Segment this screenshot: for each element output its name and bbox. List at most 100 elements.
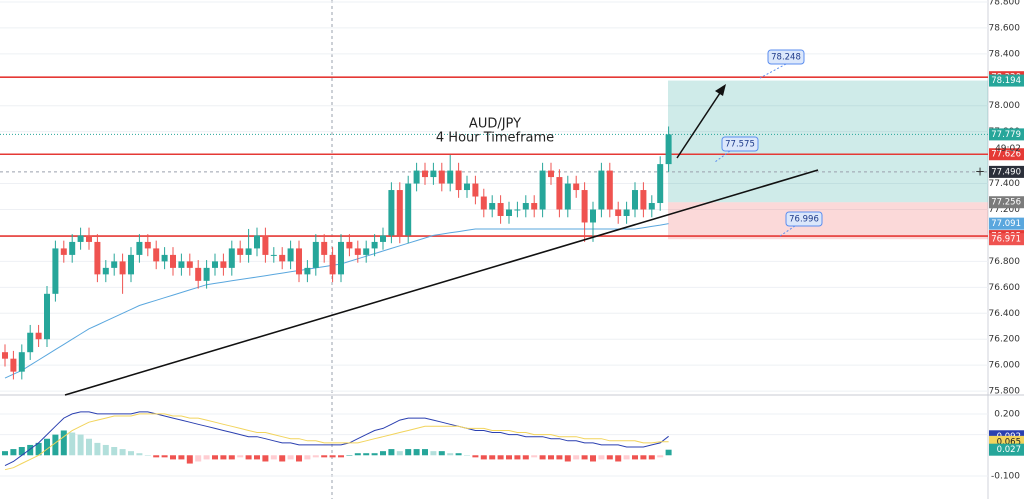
histogram-bar — [262, 455, 269, 462]
candle-body — [522, 203, 529, 210]
histogram-bar — [422, 449, 428, 456]
histogram-bar — [346, 455, 353, 456]
candle-body — [161, 254, 168, 262]
y-tick-label: 76.600 — [989, 283, 1021, 293]
candle-body — [153, 248, 160, 262]
candle-body — [506, 209, 512, 216]
candle-body — [27, 332, 34, 353]
candle-body — [270, 254, 277, 256]
histogram-bar — [77, 434, 84, 456]
histogram-bar — [161, 455, 168, 458]
candle-body — [18, 352, 25, 372]
main-layer — [0, 76, 988, 471]
candle-body — [581, 190, 588, 223]
histogram-bar — [111, 447, 118, 456]
candle-body — [279, 254, 286, 262]
ma-label: 77.091 — [991, 219, 1021, 229]
y-tick-label: 77.400 — [989, 179, 1021, 189]
candle-body — [321, 241, 328, 255]
ma-label-bg — [989, 217, 1024, 230]
histogram-bar — [657, 455, 664, 458]
candle-body — [497, 203, 504, 216]
y-tick-label: 78.800 — [989, 0, 1021, 7]
histogram-bar — [615, 455, 622, 462]
candle-body — [396, 190, 403, 236]
histogram-bar — [531, 455, 538, 458]
histogram-bar — [472, 455, 479, 458]
candle-body — [455, 170, 462, 191]
level-label: 77.626 — [991, 150, 1021, 160]
candle-body — [556, 177, 563, 210]
entry-label-bg — [989, 196, 1024, 209]
histogram-bar — [464, 455, 470, 456]
candle-body — [220, 261, 227, 268]
histogram-bar — [380, 451, 386, 456]
histogram-bar — [304, 455, 311, 460]
candle-body — [212, 261, 218, 268]
candle-body — [564, 183, 571, 210]
candle-body — [480, 196, 487, 210]
y-tick-label: 75.800 — [989, 387, 1021, 397]
loss-zone — [668, 202, 988, 240]
histogram-label: 0.027 — [997, 445, 1021, 455]
chart-subtitle: 4 Hour Timeframe — [436, 131, 554, 146]
histogram-bar — [648, 455, 655, 460]
histogram-bar — [573, 455, 580, 460]
histogram-bar — [296, 455, 302, 462]
candle-body — [430, 170, 437, 178]
macd-line — [4, 411, 669, 467]
candle-body — [648, 203, 655, 210]
histogram-bar — [405, 449, 412, 456]
y-tick-label: 76.400 — [989, 309, 1021, 319]
histogram-label-bg — [989, 443, 1024, 456]
histogram-bar — [371, 453, 378, 456]
histogram-bar — [438, 451, 445, 456]
histogram-bar — [245, 455, 252, 460]
candle-body — [86, 235, 92, 242]
candle-body — [287, 248, 294, 262]
candle-body — [144, 241, 151, 249]
histogram-bar — [497, 455, 504, 460]
histogram-bar — [35, 442, 42, 456]
candle-body — [464, 183, 470, 191]
candle-body — [615, 209, 622, 216]
candle-body — [94, 241, 101, 275]
candle-body — [422, 170, 428, 178]
histogram-bar — [447, 453, 454, 456]
candle-body — [296, 248, 302, 275]
histogram-bar — [640, 455, 647, 460]
entry-label: 77.256 — [991, 198, 1021, 208]
y-tick-label: 76.800 — [989, 257, 1021, 267]
histogram-bar — [94, 442, 101, 456]
candle-body — [262, 235, 269, 255]
histogram-bar — [556, 455, 563, 460]
candle-body — [447, 170, 454, 184]
candle-body — [531, 203, 538, 210]
histogram-bar — [606, 455, 613, 460]
histogram-bar — [665, 449, 672, 456]
histogram-bar — [413, 449, 420, 456]
callout-leader — [714, 150, 731, 163]
candle-body — [102, 267, 109, 275]
candle-body — [228, 248, 235, 268]
arrow-head — [715, 84, 726, 96]
y-tick-label: 76.000 — [989, 361, 1021, 371]
histogram-bar — [237, 455, 244, 458]
histogram-bar — [44, 438, 50, 456]
histogram-bar — [203, 455, 210, 460]
profit-zone — [668, 80, 988, 203]
callout-label: 76.996 — [789, 215, 819, 225]
candle-body — [665, 134, 672, 165]
callout-leader — [759, 63, 787, 79]
candle-body — [2, 352, 8, 359]
candle-body — [573, 183, 580, 191]
candle-body — [203, 267, 210, 281]
callout-box — [767, 49, 805, 65]
y-tick-label: 0.200 — [994, 409, 1020, 419]
histogram-bar — [254, 455, 260, 460]
y-tick-label: 77.200 — [989, 205, 1021, 215]
candle-body — [371, 241, 378, 249]
candle-body — [329, 254, 336, 275]
candle-body — [338, 241, 344, 275]
